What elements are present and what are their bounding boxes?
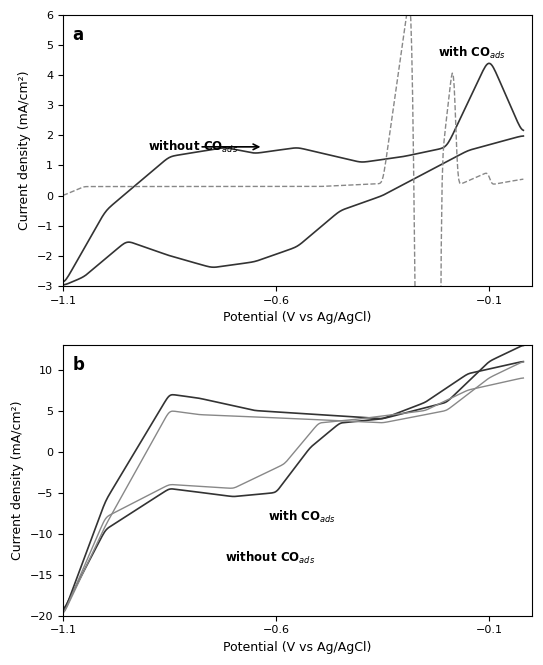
Text: without CO$_{ads}$: without CO$_{ads}$	[148, 138, 238, 154]
Y-axis label: Current density (mA/cm²): Current density (mA/cm²)	[18, 70, 31, 230]
Text: b: b	[72, 356, 84, 374]
Text: without CO$_{ads}$: without CO$_{ads}$	[225, 551, 315, 567]
Text: with CO$_{ads}$: with CO$_{ads}$	[268, 509, 336, 525]
Text: with CO$_{ads}$: with CO$_{ads}$	[438, 45, 506, 61]
Text: a: a	[72, 26, 84, 44]
X-axis label: Potential (V vs Ag/AgCl): Potential (V vs Ag/AgCl)	[223, 311, 371, 324]
Y-axis label: Current density (mA/cm²): Current density (mA/cm²)	[11, 400, 24, 560]
X-axis label: Potential (V vs Ag/AgCl): Potential (V vs Ag/AgCl)	[223, 641, 371, 654]
